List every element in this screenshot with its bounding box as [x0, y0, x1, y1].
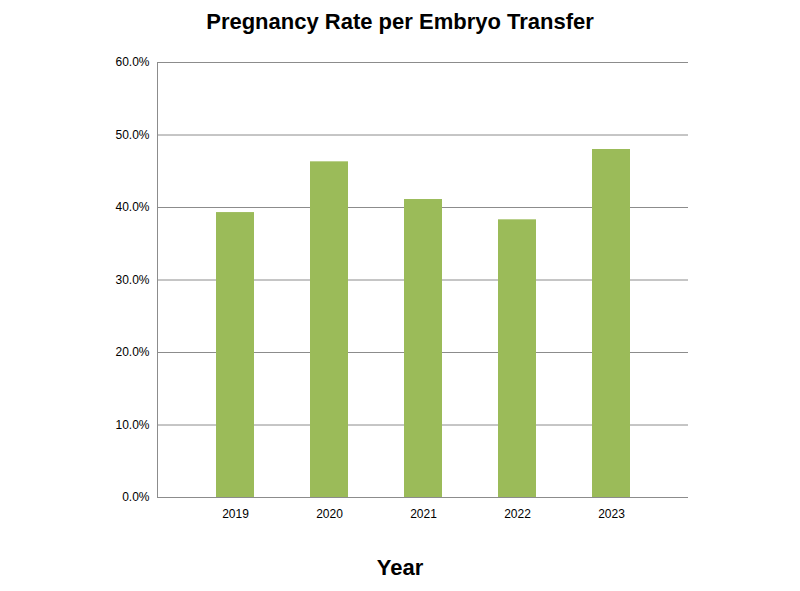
svg-text:2020: 2020	[316, 507, 343, 521]
svg-text:40.0%: 40.0%	[115, 200, 149, 214]
html-text:Pregnancy Rate per Embryo Tran: Pregnancy Rate per Embryo Transfer	[206, 9, 594, 34]
svg-text:30.0%: 30.0%	[115, 273, 149, 287]
svg-text:2019: 2019	[222, 507, 249, 521]
svg-text:2022: 2022	[504, 507, 531, 521]
svg-text:2023: 2023	[598, 507, 625, 521]
svg-text:0.0%: 0.0%	[122, 490, 150, 504]
svg-text:60.0%: 60.0%	[115, 55, 149, 69]
svg-text:50.0%: 50.0%	[115, 128, 149, 142]
html-text:Year: Year	[376, 555, 424, 580]
svg-text:20.0%: 20.0%	[115, 345, 149, 359]
svg-text:2021: 2021	[410, 507, 437, 521]
svg-text:10.0%: 10.0%	[115, 418, 149, 432]
